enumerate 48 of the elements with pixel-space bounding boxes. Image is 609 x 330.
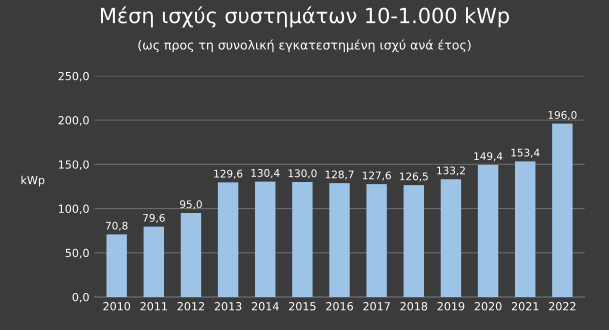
x-tick-label: 2016 <box>326 302 353 310</box>
data-label: 127,6 <box>362 171 391 180</box>
bar <box>552 124 573 297</box>
data-label: 133,2 <box>437 166 465 176</box>
bar <box>329 183 350 297</box>
chart-title: Μέση ισχύς συστημάτων 10-1.000 kWp <box>101 6 509 28</box>
data-label: 70,8 <box>106 222 128 231</box>
x-tick-label: 2020 <box>474 302 502 310</box>
bar <box>292 182 313 297</box>
x-tick-label: 2013 <box>214 302 242 310</box>
bar <box>106 234 127 297</box>
data-label: 79,6 <box>143 214 165 223</box>
bar <box>180 212 202 297</box>
y-axis-title: kWp <box>21 176 44 186</box>
data-label: 95,0 <box>180 200 202 210</box>
bar <box>366 184 387 297</box>
data-label: 149,4 <box>474 152 502 162</box>
bar <box>255 182 276 297</box>
bar <box>218 182 238 297</box>
x-tick-label: 2021 <box>512 302 538 310</box>
bar <box>144 226 164 297</box>
data-label: 196,0 <box>548 110 577 120</box>
bar <box>440 179 462 297</box>
data-label: 130,4 <box>251 169 280 178</box>
y-tick-label: 0,0 <box>72 292 89 303</box>
y-tick-label: 50,0 <box>66 248 89 258</box>
x-tick-label: 2019 <box>438 302 464 310</box>
bar <box>404 185 424 297</box>
bar <box>515 161 536 297</box>
x-tick-label: 2018 <box>400 302 428 310</box>
data-label: 128,7 <box>326 170 354 180</box>
x-tick-label: 2011 <box>140 302 167 310</box>
y-tick-label: 100,0 <box>58 204 89 214</box>
x-tick-label: 2017 <box>363 302 390 310</box>
y-tick-label: 200,0 <box>58 116 89 126</box>
bar <box>478 164 498 297</box>
x-tick-label: 2015 <box>289 302 316 310</box>
x-tick-label: 2014 <box>252 302 279 310</box>
x-tick-label: 2010 <box>103 302 130 310</box>
x-tick-label: 2012 <box>178 302 204 310</box>
data-label: 126,5 <box>400 172 428 182</box>
x-tick-label: 2022 <box>549 302 576 310</box>
y-tick-label: 250,0 <box>58 72 89 82</box>
data-label: 153,4 <box>511 148 540 158</box>
data-label: 129,6 <box>214 170 242 179</box>
y-tick-label: 150,0 <box>58 160 89 170</box>
chart-subtitle: (ως προς τη συνολική εγκατεστημένη ισχύ ανά έτος) <box>138 40 471 52</box>
data-label: 130,0 <box>288 169 317 178</box>
